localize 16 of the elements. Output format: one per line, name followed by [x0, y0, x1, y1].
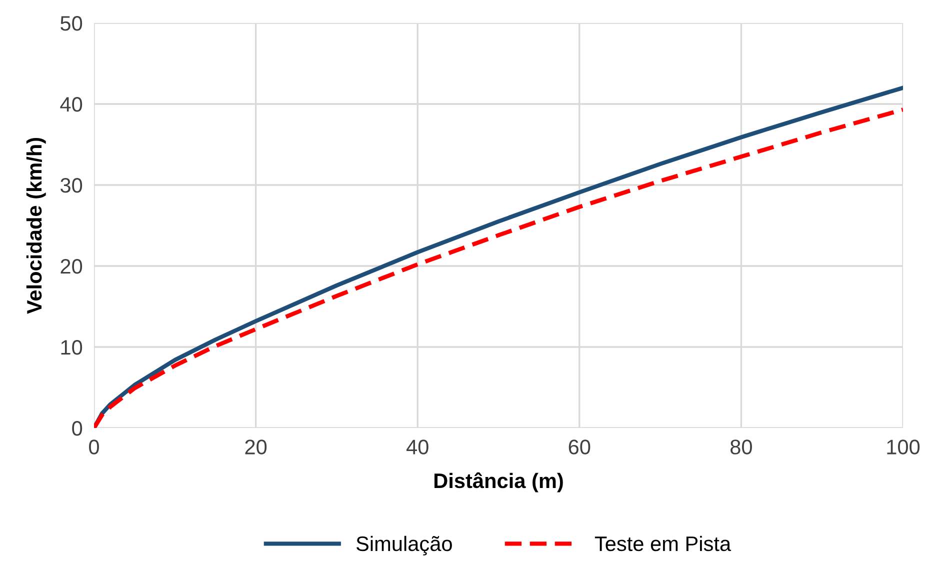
y-tick-label: 40: [60, 97, 82, 112]
y-tick-label: 10: [61, 340, 82, 355]
x-tick-label: 60: [568, 440, 590, 454]
x-tick-label: 40: [406, 440, 428, 454]
y-tick-label: 50: [60, 16, 82, 31]
legend-label: Simulação: [356, 536, 452, 556]
y-tick-label: 0: [72, 421, 82, 436]
x-tick-label: 0: [89, 440, 99, 454]
x-tick-label: 80: [730, 440, 752, 454]
legend-label: Teste em Pista: [594, 536, 732, 552]
x-tick-label: 100: [887, 440, 920, 454]
x-axis-title: Distância (m): [434, 472, 563, 492]
x-tick-label: 20: [245, 440, 267, 454]
y-tick-label: 20: [60, 259, 82, 274]
y-tick-label: 30: [60, 178, 82, 193]
y-axis-title: Velocidade (km/h): [26, 138, 46, 314]
